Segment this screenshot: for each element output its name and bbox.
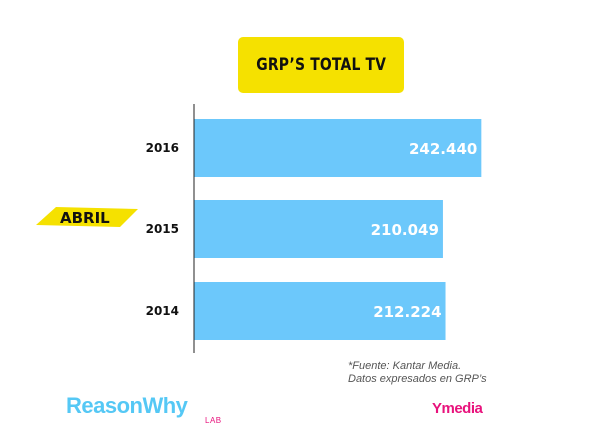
ribbon-shape	[36, 207, 138, 227]
reasonwhy-logo: ReasonWhy	[66, 393, 188, 418]
bar-2014	[194, 282, 446, 340]
category-label-2015: 2015	[146, 222, 179, 236]
bar-2015	[194, 200, 443, 258]
chart-title: GRP’S TOTAL TV	[256, 55, 386, 75]
ribbon-label: ABRIL	[60, 209, 110, 227]
abril-ribbon: ABRIL	[36, 207, 138, 227]
ymedia-logo: Ymedia	[432, 400, 483, 417]
value-label-2014: 212.224	[373, 303, 441, 321]
source-line-1: *Fuente: Kantar Media.	[348, 360, 462, 372]
source-line-2: Datos expresados en GRP’s	[348, 373, 487, 385]
category-label-2016: 2016	[146, 141, 179, 155]
source-note: *Fuente: Kantar Media. Datos expresados …	[348, 360, 487, 386]
value-label-2015: 210.049	[371, 221, 439, 239]
category-label-2014: 2014	[146, 304, 179, 318]
chart-title-box: GRP’S TOTAL TV	[238, 37, 404, 93]
reasonwhy-lab-logo: LAB	[205, 416, 222, 425]
bar-2016	[194, 119, 482, 177]
value-label-2016: 242.440	[409, 140, 477, 158]
